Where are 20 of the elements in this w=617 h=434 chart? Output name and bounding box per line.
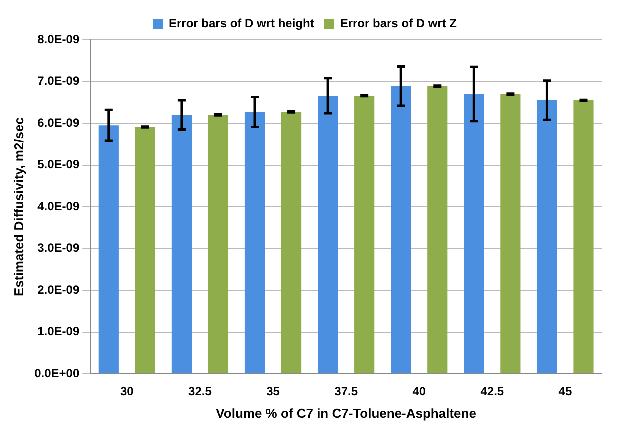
y-axis-title: Estimated Diffusivity, m2/sec xyxy=(11,118,26,296)
x-axis-title: Volume % of C7 in C7-Toluene-Asphaltene xyxy=(216,406,476,421)
legend-label: Error bars of D wrt height xyxy=(168,16,314,30)
legend-label: Error bars of D wrt Z xyxy=(340,16,458,30)
y-tick-label: 5.0E-09 xyxy=(38,158,80,172)
x-tick-label: 35 xyxy=(266,384,280,399)
y-tick-label: 2.0E-09 xyxy=(38,282,80,297)
x-tick-label: 45 xyxy=(558,384,572,399)
x-tick-label: 42.5 xyxy=(480,384,504,399)
y-tick-label: 4.0E-09 xyxy=(38,199,80,214)
y-tick-label: 7.0E-09 xyxy=(38,74,80,88)
x-tick-label: 30 xyxy=(120,384,134,399)
y-tick-label: 6.0E-09 xyxy=(38,116,80,130)
x-tick-label: 37.5 xyxy=(334,384,358,399)
y-tick-label: 1.0E-09 xyxy=(38,324,80,339)
x-tick-label: 40 xyxy=(412,384,426,399)
x-tick-label: 32.5 xyxy=(188,384,212,399)
y-tick-label: 8.0E-09 xyxy=(38,32,80,46)
y-tick-label: 0.0E+00 xyxy=(34,366,80,380)
y-tick-label: 3.0E-09 xyxy=(38,241,80,256)
